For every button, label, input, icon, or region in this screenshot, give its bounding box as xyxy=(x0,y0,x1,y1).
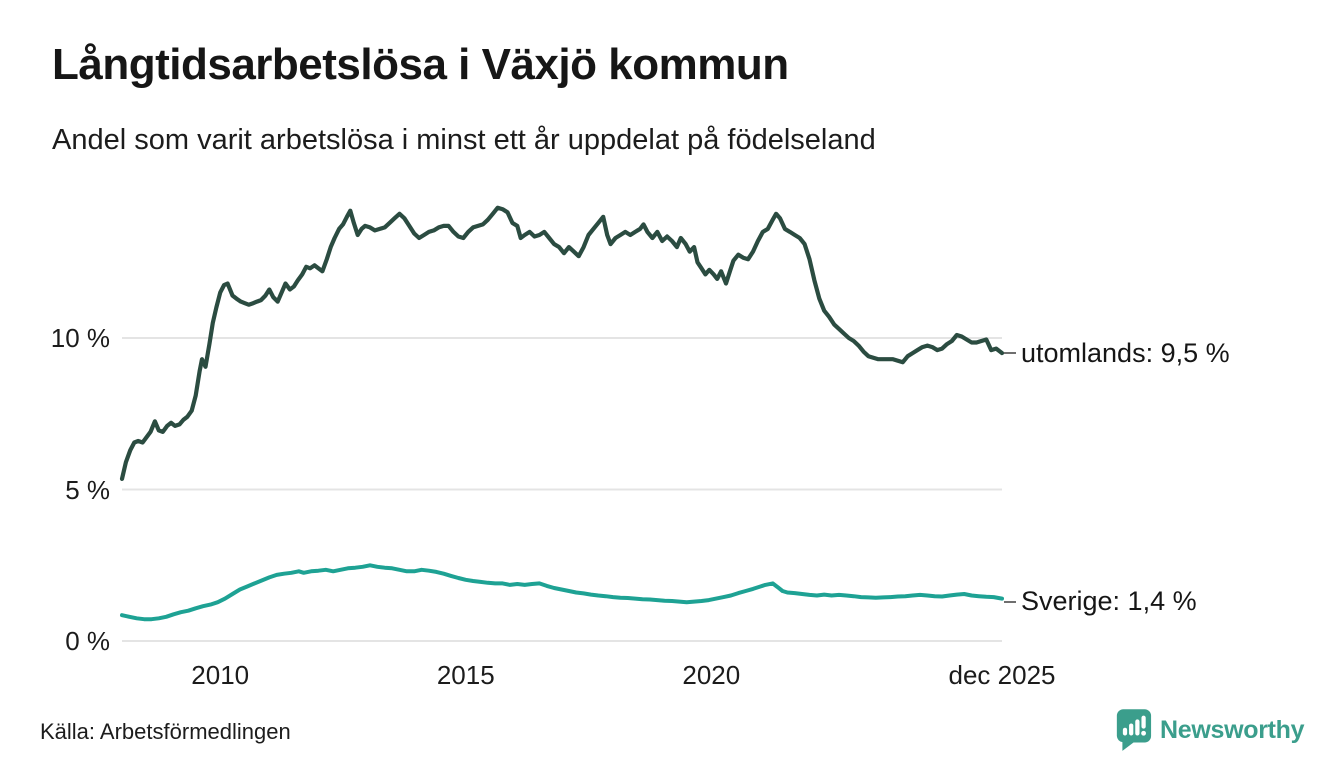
newsworthy-logo: Newsworthy xyxy=(1115,708,1305,752)
y-tick-label: 10 % xyxy=(50,323,110,353)
series-line-Sverige xyxy=(120,563,1004,622)
series-label-utomlands: utomlands: 9,5 % xyxy=(1004,336,1230,370)
series-line-utomlands xyxy=(119,205,1005,481)
newsworthy-icon xyxy=(1116,709,1152,751)
chart-subtitle: Andel som varit arbetslösa i minst ett å… xyxy=(52,124,876,156)
chart-title: Långtidsarbetslösa i Växjö kommun xyxy=(52,40,789,89)
x-tick-label: 2010 xyxy=(191,660,250,690)
series-label-text-sverige: Sverige: 1,4 % xyxy=(1021,586,1197,617)
x-tick-label: dec 2025 xyxy=(948,660,1056,690)
leader-dash-icon xyxy=(1004,352,1016,355)
newsworthy-wordmark: Newsworthy xyxy=(1160,715,1305,744)
series-label-sverige: Sverige: 1,4 % xyxy=(1004,585,1197,619)
series-label-text-utomlands: utomlands: 9,5 % xyxy=(1021,337,1230,368)
y-tick-label: 5 % xyxy=(65,474,110,505)
x-tick-label: 2015 xyxy=(436,660,495,690)
source-note: Källa: Arbetsförmedlingen xyxy=(40,719,291,744)
y-tick-label: 0 % xyxy=(65,626,110,656)
leader-dash-icon xyxy=(1004,600,1016,603)
x-tick-label: 2020 xyxy=(682,660,741,690)
